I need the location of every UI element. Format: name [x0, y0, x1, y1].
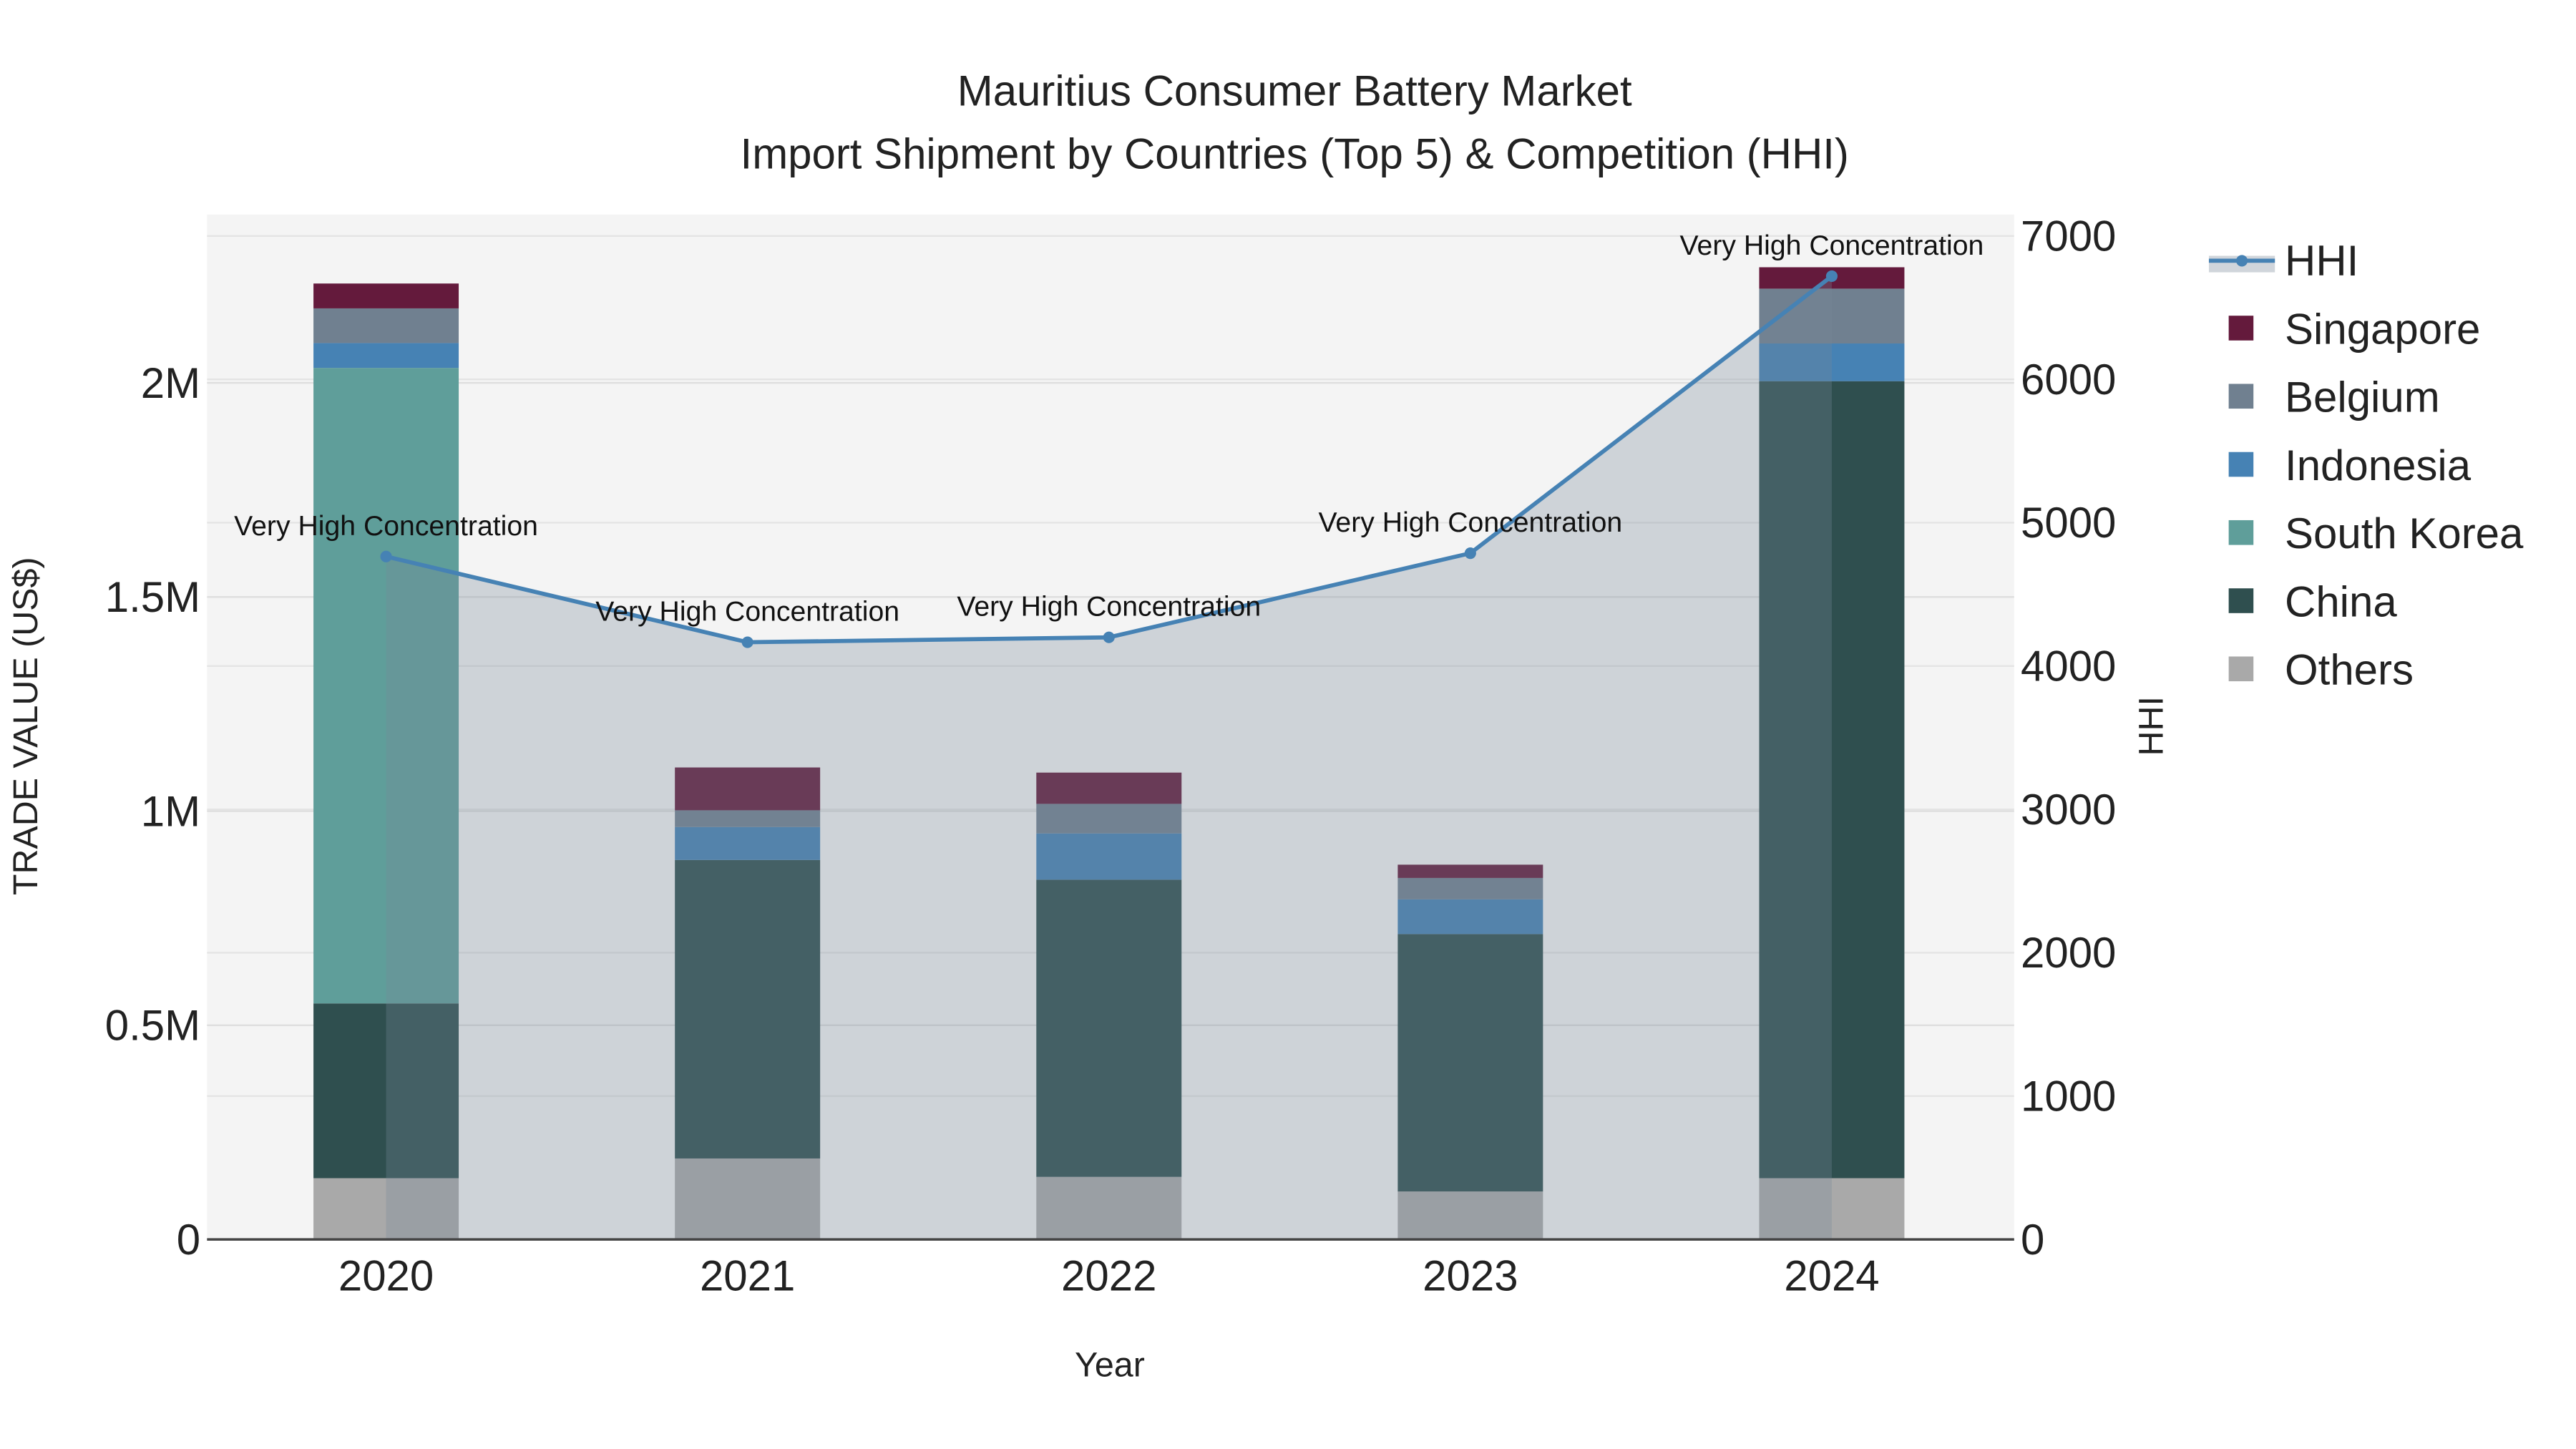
bar-others-2024 [1759, 1178, 1905, 1240]
bar-south-korea-2020 [313, 368, 459, 1004]
legend-label-hhi: HHI [2285, 237, 2358, 285]
bar-china-2021 [675, 859, 821, 1158]
bars [313, 267, 1905, 1240]
y2-tick-label: 2000 [2021, 929, 2116, 977]
bar-belgium-2024 [1759, 288, 1905, 344]
y-tick-label: 1.5M [105, 573, 200, 621]
legend-swatch-south-korea [2228, 519, 2254, 545]
legend-label-indonesia: Indonesia [2285, 441, 2472, 489]
hhi-annotation: Very High Concentration [1318, 507, 1622, 538]
legend: HHI Singapore Belgium Indonesia South Korea C… [2208, 237, 2524, 694]
bar-indonesia-2024 [1759, 343, 1905, 381]
hhi-point-2022 [1103, 631, 1115, 643]
bar-china-2022 [1036, 879, 1182, 1177]
y2-tick-label: 5000 [2021, 499, 2116, 547]
legend-label-others: Others [2285, 646, 2414, 694]
x-tick-label: 2023 [1423, 1252, 1518, 1300]
y-tick-label: 0.5M [105, 1002, 200, 1050]
legend-swatch-china [2228, 588, 2254, 613]
bar-others-2022 [1036, 1176, 1182, 1240]
legend-label-china: China [2285, 577, 2397, 625]
hhi-annotation: Very High Concentration [595, 597, 899, 628]
y-tick-label: 2M [141, 359, 200, 407]
y2-tick-label: 4000 [2021, 643, 2116, 691]
y2-tick-label: 0 [2021, 1216, 2044, 1264]
y2-tick-label: 7000 [2021, 213, 2116, 260]
bar-belgium-2020 [313, 308, 459, 343]
bar-belgium-2021 [675, 810, 821, 827]
bar-others-2023 [1397, 1191, 1543, 1240]
x-tick-label: 2021 [700, 1252, 795, 1300]
legend-hhi-marker-icon [2236, 255, 2248, 267]
hhi-annotation: Very High Concentration [957, 592, 1261, 623]
legend-swatch-others [2228, 656, 2254, 682]
hhi-point-2020 [380, 550, 392, 562]
bar-singapore-2020 [313, 283, 459, 308]
x-tick-label: 2024 [1784, 1252, 1879, 1300]
x-axis-label: Year [1075, 1346, 1145, 1385]
hhi-point-2021 [741, 636, 753, 648]
y-axis-label: TRADE VALUE (US$) [6, 557, 45, 895]
y-axis-ticks: 0 0.5M 1M 1.5M 2M [105, 359, 200, 1264]
y2-tick-label: 3000 [2021, 786, 2116, 834]
y-tick-label: 0 [177, 1216, 200, 1264]
bar-singapore-2022 [1036, 772, 1182, 804]
legend-swatch-belgium [2228, 384, 2254, 409]
bar-indonesia-2023 [1397, 899, 1543, 935]
hhi-annotation: Very High Concentration [234, 511, 538, 542]
bar-singapore-2021 [675, 767, 821, 811]
hhi-area [386, 275, 1832, 1240]
legend-label-belgium: Belgium [2285, 374, 2440, 421]
bar-others-2021 [675, 1158, 821, 1240]
bar-belgium-2023 [1397, 877, 1543, 899]
bar-indonesia-2020 [313, 343, 459, 369]
bar-china-2020 [313, 1003, 459, 1179]
bar-china-2024 [1759, 381, 1905, 1179]
bar-indonesia-2022 [1036, 833, 1182, 880]
x-tick-label: 2022 [1061, 1252, 1156, 1300]
chart-title: Mauritius Consumer Battery Market [957, 67, 1632, 115]
bar-others-2020 [313, 1178, 459, 1240]
legend-label-south-korea: South Korea [2285, 509, 2524, 557]
legend-swatch-indonesia [2228, 452, 2254, 477]
y-tick-label: 1M [141, 787, 200, 835]
hhi-point-2023 [1464, 547, 1476, 560]
x-tick-label: 2020 [338, 1252, 434, 1300]
y2-tick-label: 6000 [2021, 356, 2116, 404]
hhi-point-2024 [1825, 270, 1838, 282]
bar-china-2023 [1397, 934, 1543, 1192]
legend-label-singapore: Singapore [2285, 305, 2480, 353]
legend-swatch-singapore [2228, 316, 2254, 341]
y2-axis-ticks: 0 1000 2000 3000 4000 5000 6000 7000 [2021, 213, 2116, 1264]
bar-belgium-2022 [1036, 804, 1182, 834]
y2-axis-label: HHI [2132, 696, 2170, 756]
bar-singapore-2023 [1397, 864, 1543, 878]
x-axis-ticks: 2020 2021 2022 2023 2024 [338, 1252, 1880, 1300]
chart-subtitle: Import Shipment by Countries (Top 5) & C… [741, 130, 1849, 177]
y2-tick-label: 1000 [2021, 1073, 2116, 1121]
hhi-series: Very High Concentration Very High Concent… [234, 230, 1984, 1240]
bar-indonesia-2021 [675, 826, 821, 860]
hhi-annotation: Very High Concentration [1680, 230, 1984, 261]
